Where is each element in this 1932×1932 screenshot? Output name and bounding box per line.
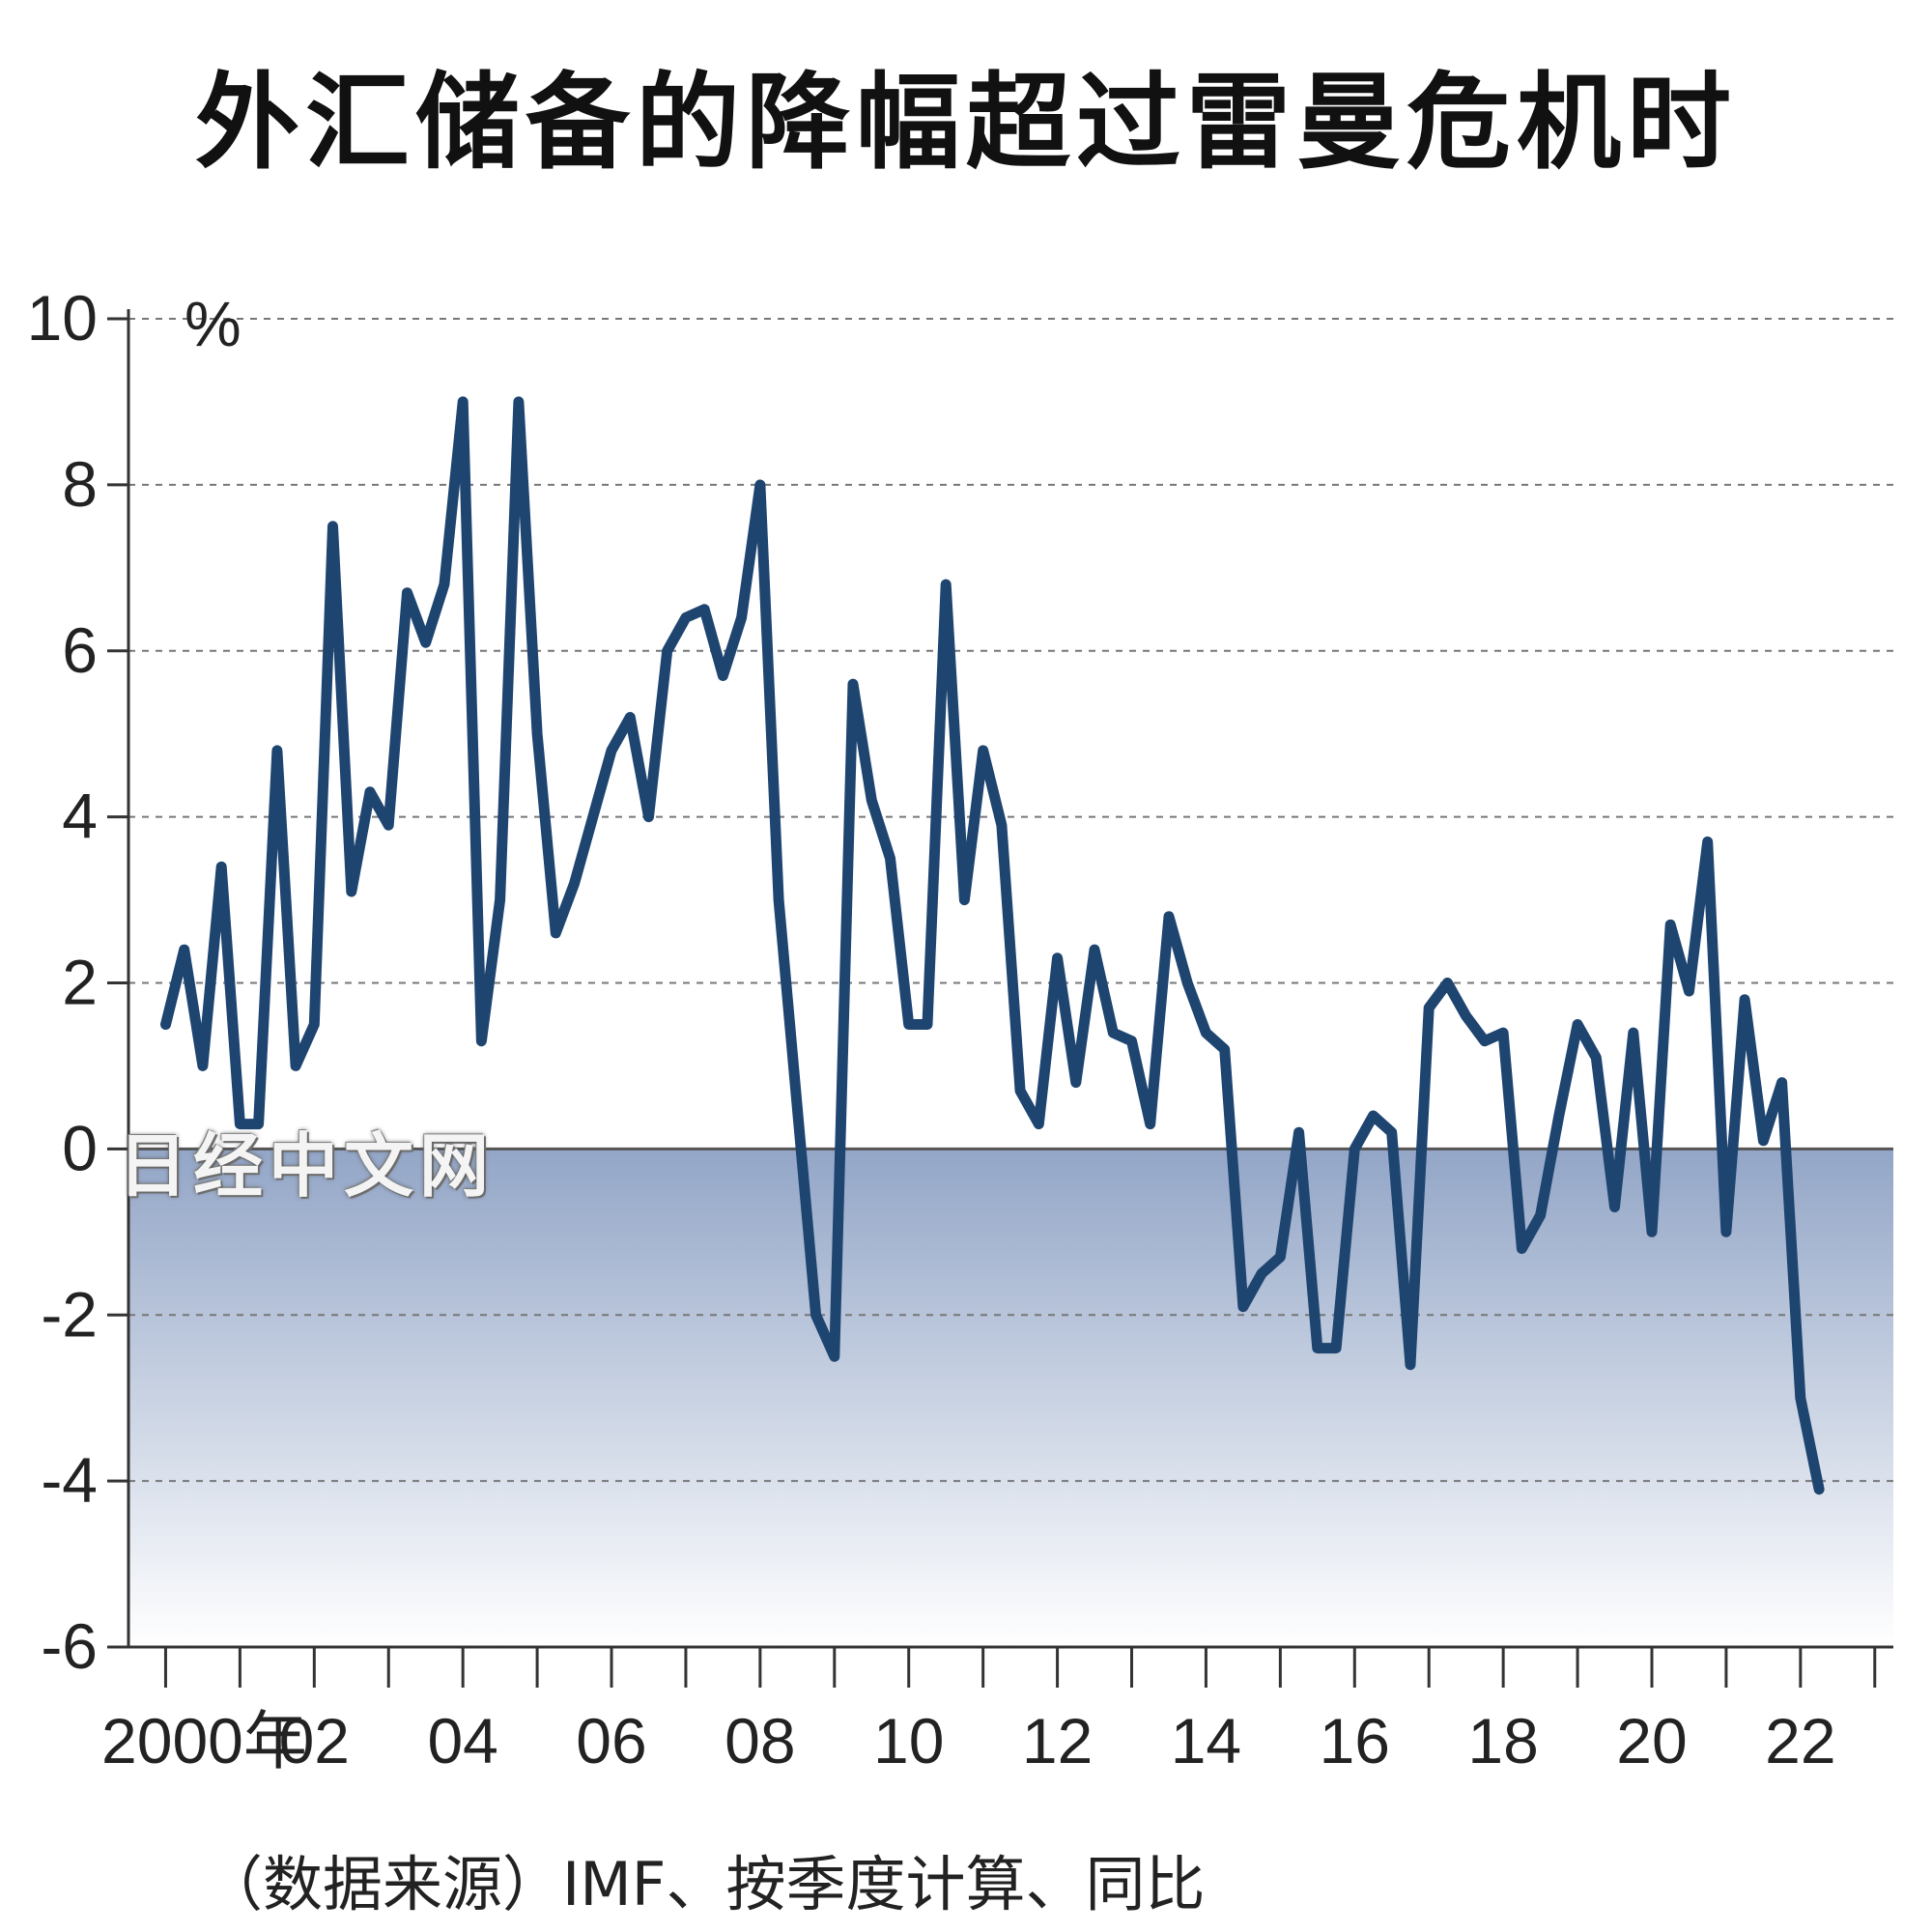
watermark-logo: 日经中文网 [118,1125,496,1207]
y-axis-unit: % [185,288,242,359]
y-tick-label: 10 [27,282,98,354]
series-line [160,396,1825,1495]
y-tick-label: 0 [62,1112,98,1183]
y-tick-label: 2 [62,947,98,1018]
y-tick-label: -6 [41,1610,98,1682]
x-tick-label: 14 [1171,1705,1241,1776]
axes [107,309,1893,1688]
series-line-path [160,396,1825,1495]
y-tick-label: 4 [62,781,98,852]
x-tick-label: 08 [724,1705,795,1776]
y-tick-label: 8 [62,448,98,520]
x-tick-label: 18 [1467,1705,1538,1776]
x-tick-label: 02 [279,1705,350,1776]
x-tick-label: 2000年 [101,1705,307,1776]
y-tick-label: -2 [41,1278,98,1350]
x-tick-label: 10 [873,1705,944,1776]
x-tick-label: 20 [1616,1705,1687,1776]
y-tick-label: 6 [62,614,98,686]
x-tick-label: 04 [427,1705,497,1776]
x-tick-label: 16 [1320,1705,1390,1776]
chart-title: 外汇储备的降幅超过雷曼危机时 [194,63,1737,184]
source-note: （数据来源）IMF、按季度计算、同比 [203,1849,1206,1919]
negative-region-shading [128,1149,1893,1647]
x-tick-label: 22 [1765,1705,1835,1776]
x-tick-label: 06 [576,1705,646,1776]
x-tick-label: 12 [1022,1705,1093,1776]
y-tick-label: -4 [41,1444,98,1516]
